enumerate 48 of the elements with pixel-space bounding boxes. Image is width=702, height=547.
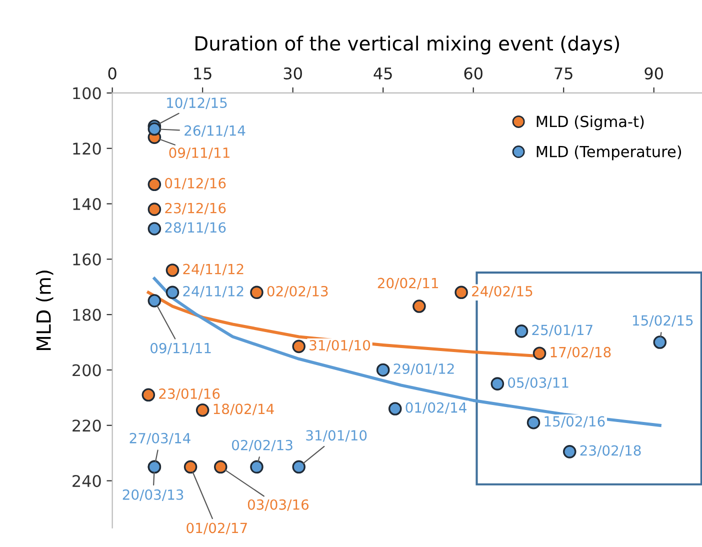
- y-tick-label: 180: [73, 308, 101, 321]
- data-label: 15/02/15: [632, 315, 693, 327]
- y-tick-label: 240: [72, 474, 101, 488]
- data-label: 17/02/18: [550, 346, 611, 358]
- legend-label: MLD (Sigma-t): [536, 115, 644, 130]
- x-tick-label: 0: [108, 67, 116, 80]
- data-label: 02/02/13: [232, 440, 292, 452]
- data-label: 03/03/16: [248, 499, 309, 511]
- data-label: 20/02/11: [378, 278, 438, 290]
- data-label: 23/01/16: [159, 388, 220, 400]
- data-label: 29/01/12: [394, 364, 454, 376]
- data-label: 23/12/16: [165, 202, 226, 214]
- data-label: 15/02/16: [544, 416, 605, 428]
- y-tick-label: 200: [72, 364, 101, 376]
- data-label: 31/01/10: [306, 430, 367, 442]
- x-tick-label: 45: [374, 68, 392, 80]
- x-tick-label: 15: [194, 68, 212, 80]
- legend-label: MLD (Temperature): [536, 146, 682, 160]
- x-axis-title: Duration of the vertical mixing event (days): [196, 36, 620, 54]
- data-label: 09/11/11: [169, 148, 230, 160]
- data-label: 09/11/11: [150, 342, 211, 354]
- data-label: 10/12/15: [167, 98, 227, 110]
- data-label: 01/02/17: [186, 522, 247, 534]
- x-tick-label: 90: [644, 67, 663, 80]
- data-label: 01/12/16: [165, 178, 226, 190]
- data-label: 26/11/14: [184, 125, 246, 137]
- data-label: 05/03/11: [508, 377, 568, 389]
- data-label: 24/02/15: [472, 286, 532, 298]
- y-axis-title: MLD (m): [36, 270, 54, 350]
- y-tick-label: 140: [73, 198, 101, 210]
- x-tick-label: 75: [554, 68, 572, 80]
- y-tick-label: 100: [73, 87, 101, 100]
- x-tick-label: 30: [284, 67, 302, 80]
- x-tick-label: 60: [464, 67, 482, 80]
- data-label: 20/03/13: [122, 489, 184, 501]
- data-label: 24/11/12: [183, 286, 244, 298]
- y-tick-label: 160: [73, 253, 101, 266]
- data-label: 24/11/12: [183, 264, 244, 276]
- data-label: 23/02/18: [580, 445, 641, 457]
- data-label: 25/01/17: [532, 324, 592, 336]
- y-tick-label: 220: [72, 420, 101, 432]
- data-label: 18/02/14: [214, 404, 274, 416]
- data-label: 27/03/14: [130, 432, 190, 444]
- y-tick-label: 120: [73, 142, 101, 155]
- data-label: 28/11/16: [165, 222, 226, 234]
- data-label: 31/01/10: [310, 340, 370, 352]
- data-label: 01/02/14: [406, 402, 466, 414]
- data-label: 02/02/13: [267, 286, 328, 298]
